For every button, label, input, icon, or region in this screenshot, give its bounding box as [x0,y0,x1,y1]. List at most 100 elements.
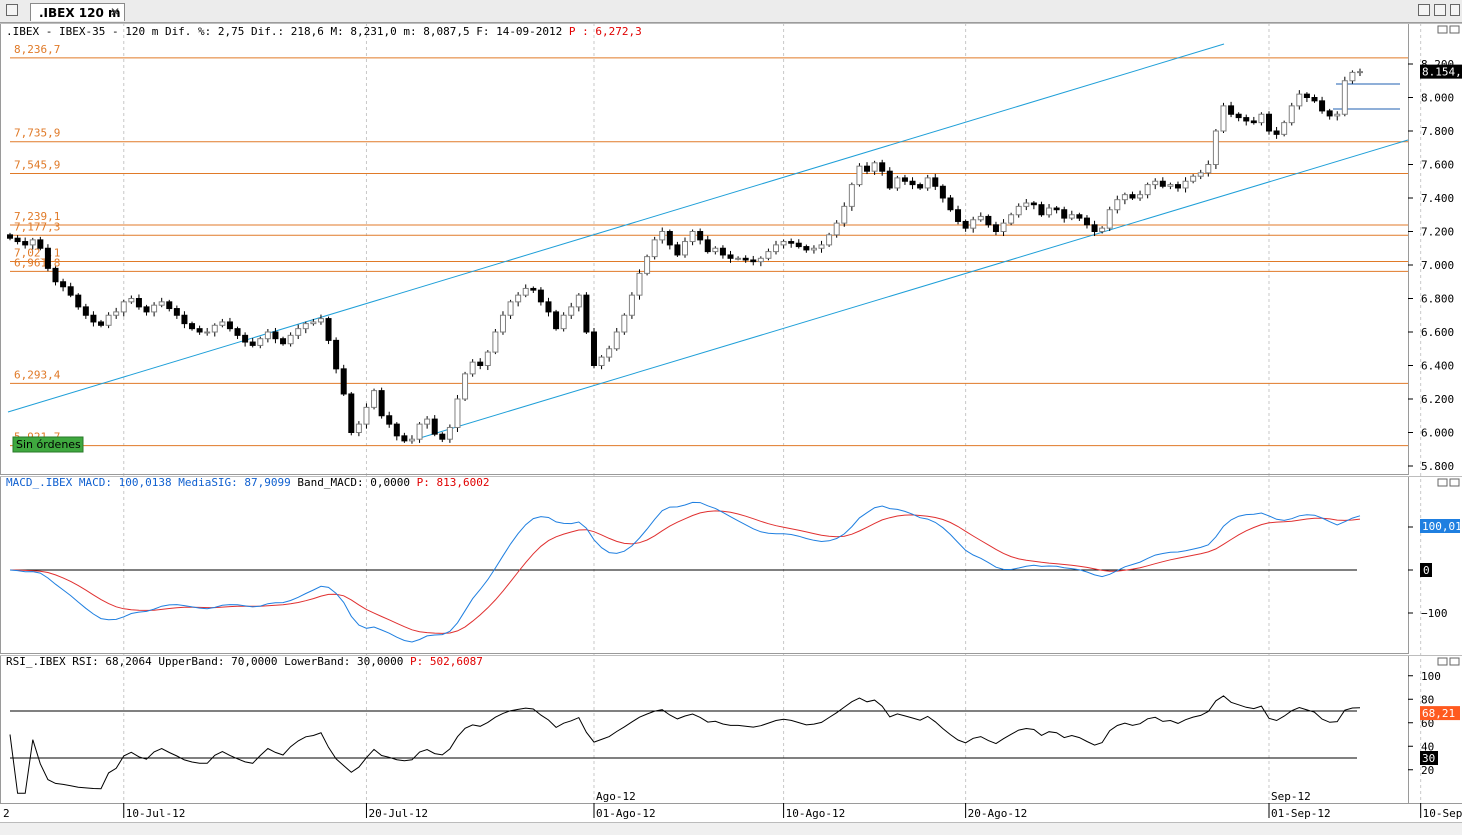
panel-minimize-icon [1437,25,1448,34]
channel-lower [419,139,1409,439]
candle [644,256,651,274]
candle [219,321,226,326]
candle [424,418,431,425]
candle [841,205,848,224]
price-panel-header-part: .IBEX - IBEX-35 - 120 m Dif. %: 2,75 Dif… [6,25,562,38]
candle [583,294,590,333]
candle [1068,214,1075,219]
candle [1053,207,1060,211]
level-label: 6,293,4 [14,368,61,381]
candle [1023,202,1030,207]
candle [67,286,74,296]
candle [272,331,279,340]
candle [522,287,529,296]
candle [1190,175,1197,182]
candle [1288,105,1295,124]
level-label: 7,545,9 [14,159,60,172]
panel-maximize-icon [1449,25,1460,34]
candle [1038,204,1045,216]
candle [189,323,196,330]
price-tick-label: 8.000 [1421,92,1454,105]
macd-panel-header-part: P: 813,6002 [410,476,489,489]
macd-last-badge [1420,519,1460,533]
candle [735,257,742,260]
price-tick-label: 7.400 [1421,192,1454,205]
candle [864,165,871,172]
candle [651,239,658,258]
candle [386,415,393,425]
candle [697,231,704,241]
maximize-icon[interactable] [1434,4,1446,16]
window-icon[interactable] [6,4,18,16]
candle [499,314,506,333]
candle [575,294,582,308]
candle [947,197,954,211]
macd-zero-badge [1420,563,1432,577]
candle [1265,113,1272,132]
macd-panel-header-part: MACD_.IBEX MACD: 100,0138 [6,476,172,489]
close-window-icon[interactable] [1450,4,1460,16]
candle [454,398,461,428]
date-tick-label: 10-Sep-12 [1423,807,1462,820]
rsi-line [9,695,1361,794]
candle [333,339,340,370]
panel-headers: .IBEX - IBEX-35 - 120 m Dif. %: 2,75 Dif… [6,25,642,668]
candle [37,239,44,249]
candle [955,209,962,222]
macd-lines [9,501,1361,643]
candle [60,281,67,288]
candle [204,331,211,334]
candle [1250,120,1257,124]
candle [1334,113,1341,117]
date-tick-label: 20-Ago-12 [968,807,1028,820]
candle [280,338,287,345]
candle [628,294,635,316]
candle [355,423,362,433]
candle [1296,93,1303,107]
candle [128,298,135,303]
candle [1091,224,1098,233]
candle [378,390,385,417]
candle [1182,180,1189,189]
minimize-icon[interactable] [1418,4,1430,16]
price-tick-label: 6.600 [1421,326,1454,339]
tab-ibex-120m[interactable]: .IBEX 120 m ✕ [30,3,125,21]
rsi-tick-label: 100 [1421,670,1441,683]
candle [727,254,734,259]
candle [560,314,567,330]
candle [1197,172,1204,177]
candle [1106,209,1113,229]
candle [348,393,355,434]
candle [659,231,666,241]
candle [606,348,613,358]
panel-minimize-icon [1437,478,1448,487]
price-tick-label: 6.400 [1421,360,1454,373]
close-icon[interactable]: ✕ [109,5,120,19]
candle [719,247,726,256]
level-label: 8,236,7 [14,43,60,56]
candle [1273,130,1280,135]
candle [985,215,992,226]
candle [848,184,855,207]
candle [1349,71,1356,82]
candle [871,162,878,172]
candle [257,338,264,346]
candle [826,234,833,246]
level-label: 7,177,3 [14,220,60,233]
candle [196,328,203,333]
candle [446,426,453,440]
candle [439,433,446,440]
macd-panel-header: MACD_.IBEX MACD: 100,0138 MediaSIG: 87,9… [6,476,490,489]
candle [1235,113,1242,119]
candle [1144,184,1151,196]
candle [909,180,916,186]
candle [135,298,142,308]
candle [636,272,643,296]
candle [1319,100,1326,112]
panel-minimize-icon [1437,657,1448,666]
candle [537,289,544,303]
candle [113,311,120,316]
candle [408,438,415,442]
candle [287,334,294,345]
